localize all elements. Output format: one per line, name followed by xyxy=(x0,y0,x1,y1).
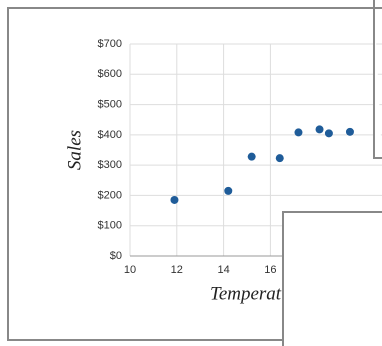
y-tick-label: $400 xyxy=(98,129,122,141)
y-tick-label: $700 xyxy=(98,38,122,50)
y-tick-label: $0 xyxy=(110,250,122,262)
point xyxy=(294,128,303,137)
x-tick-label: 16 xyxy=(264,264,276,276)
point xyxy=(324,129,333,138)
x-tick-label: 14 xyxy=(217,264,229,276)
y-axis-title: Sales xyxy=(64,130,85,170)
y-tick-label: $500 xyxy=(98,98,122,110)
y-tick-label: $100 xyxy=(98,220,122,232)
x-tick-label: 12 xyxy=(171,264,183,276)
point xyxy=(170,195,179,204)
y-tick-label: $300 xyxy=(98,159,122,171)
y-tick-label: $600 xyxy=(98,68,122,80)
point xyxy=(275,154,284,163)
overlay-window xyxy=(282,211,382,346)
point xyxy=(224,186,233,195)
x-axis-title: Temperature xyxy=(210,283,306,304)
point xyxy=(345,127,354,136)
plot: $0 $100 $200 $300 $400 $500 $600 $700 10 12 14 16 xyxy=(98,38,382,276)
overlay-window xyxy=(373,0,382,159)
point xyxy=(315,125,324,134)
point xyxy=(247,152,256,161)
x-tick-label: 10 xyxy=(124,264,136,276)
y-tick-label: $200 xyxy=(98,189,122,201)
